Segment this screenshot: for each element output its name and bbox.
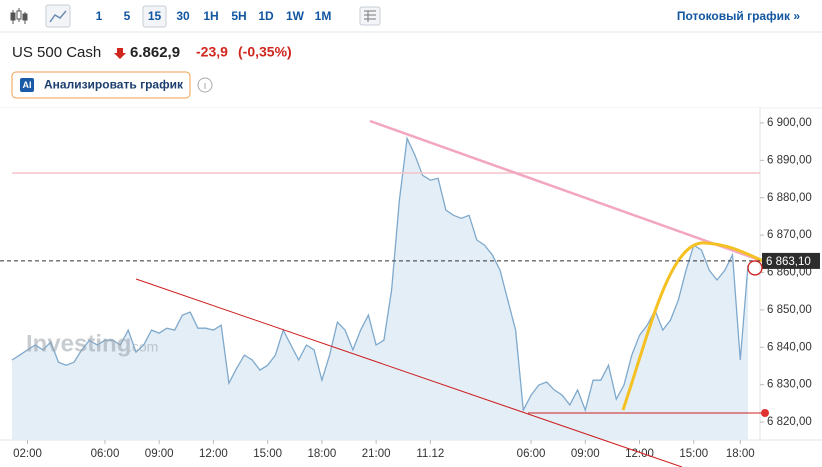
- change: -23,9: [196, 44, 228, 60]
- drawn-curve: [621, 241, 766, 411]
- table-icon[interactable]: [359, 6, 381, 26]
- x-tick-label: 15:00: [679, 448, 708, 460]
- interval-button[interactable]: 5H: [231, 9, 246, 23]
- x-tick-label: 18:00: [726, 448, 755, 460]
- interval-button[interactable]: 15: [148, 9, 162, 23]
- drawn-trend-line: [135, 278, 683, 467]
- area-icon-line: [49, 10, 67, 23]
- info-icon[interactable]: [197, 77, 213, 93]
- y-tick-label: 6 870,00: [767, 229, 812, 241]
- interval-button[interactable]: 1M: [315, 9, 332, 23]
- interval-button[interactable]: 1H: [203, 9, 218, 23]
- y-tick-label: 6 860,00: [767, 267, 812, 279]
- last-price-label: 6 863,10: [766, 256, 811, 268]
- analyze-button[interactable]: [11, 71, 191, 99]
- interval-button[interactable]: 1D: [258, 9, 274, 23]
- x-tick-label: 09:00: [145, 448, 174, 460]
- y-tick-label: 6 850,00: [767, 304, 812, 316]
- x-tick-label: 02:00: [13, 448, 42, 460]
- interval-button[interactable]: 30: [176, 9, 190, 23]
- interval-button[interactable]: 1W: [286, 9, 305, 23]
- price: 6.862,9: [130, 44, 180, 61]
- price-line: [11, 135, 749, 413]
- overlay: 6 863,10: [0, 252, 820, 276]
- x-tick-label: 18:00: [308, 448, 337, 460]
- interval-button[interactable]: 5: [124, 9, 131, 23]
- streaming-link[interactable]: Потоковый график »: [677, 9, 800, 23]
- y-tick-label: 6 900,00: [767, 117, 812, 129]
- x-tick-label: 11.12: [416, 448, 444, 460]
- y-tick-label: 6 830,00: [767, 379, 812, 391]
- candle-icon[interactable]: [10, 8, 28, 24]
- y-tick-label: 6 840,00: [767, 341, 812, 353]
- y-tick-label: 6 890,00: [767, 154, 812, 166]
- last-price-box: [762, 252, 820, 269]
- y-tick-label: 6 880,00: [767, 192, 812, 204]
- interval-button[interactable]: 1: [96, 9, 103, 23]
- x-tick-label: 06:00: [91, 448, 120, 460]
- x-tick-label: 06:00: [517, 448, 546, 460]
- toolbar: 1 5 15 30 1H 5H 1D 1W 1M Потоковый график »: [0, 4, 822, 33]
- drawn-trend-line: [369, 119, 766, 264]
- ai-badge-text: AI: [23, 80, 32, 90]
- x-tick-label: 12:00: [199, 448, 228, 460]
- symbol: US 500 Cash: [12, 44, 101, 61]
- chart: 6 820,00 6 830,00 6 840,00 6 850,00 6 860,00…: [0, 108, 822, 460]
- table-icon-lines: [364, 10, 376, 22]
- y-tick-label: 6 820,00: [767, 416, 812, 428]
- x-tick-label: 09:00: [571, 448, 600, 460]
- analyze-label: Анализировать график: [44, 78, 184, 92]
- x-tick-label: 12:00: [625, 448, 654, 460]
- down-arrow: [114, 48, 126, 59]
- ai-badge: [20, 78, 34, 92]
- watermark-suffix: .com: [128, 339, 158, 355]
- change-pct: (-0,35%): [238, 44, 292, 60]
- drawn-handle: [747, 260, 763, 276]
- drawn-handle: [761, 409, 769, 417]
- area-fill: [12, 138, 748, 441]
- x-tick-label: 15:00: [253, 448, 282, 460]
- active-interval-box: [142, 5, 167, 28]
- watermark: Investing: [26, 330, 131, 357]
- x-tick-label: 21:00: [362, 448, 391, 460]
